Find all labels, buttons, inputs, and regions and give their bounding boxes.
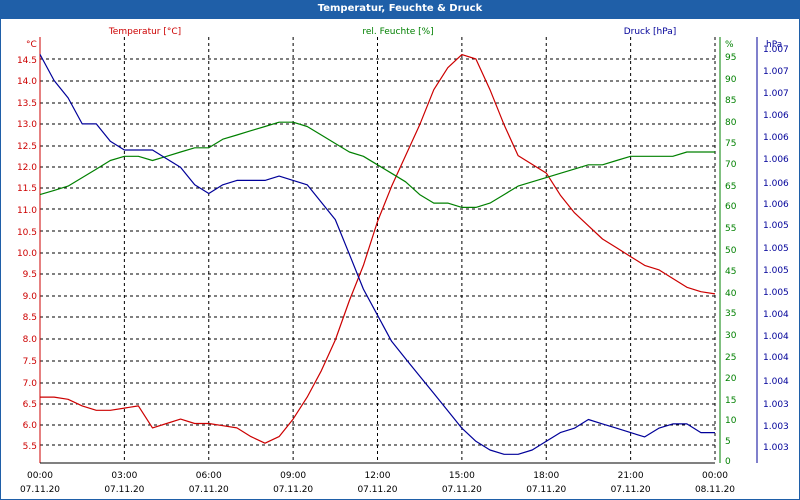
right-pressure-tick-label: 1.005 [763,244,789,254]
left-tick-label: 12.0 [17,163,37,173]
right-pressure-axis-unit: hPa [766,40,782,50]
series-line-right2 [39,54,715,455]
x-tick-date: 07.11.20 [273,485,313,495]
x-tick-time: 06:00 [196,471,222,481]
right-pressure-tick-label: 1.004 [763,310,789,320]
x-tick-date: 07.11.20 [611,485,651,495]
right-pressure-tick-label: 1.007 [763,45,789,55]
right-pressure-tick-label: 1.003 [763,400,789,410]
right-humidity-tick-label: 50 [725,246,737,256]
right-humidity-tick-label: 30 [725,331,737,341]
right-humidity-tick-label: 45 [725,267,736,277]
left-tick-label: 11.5 [17,184,37,194]
window-title: Temperatur, Feuchte & Druck [0,0,800,18]
left-tick-label: 7.0 [23,379,38,389]
right-humidity-tick-label: 95 [725,53,736,63]
right-pressure-tick-label: 1.007 [763,67,789,77]
right-humidity-tick-label: 55 [725,224,736,234]
right-pressure-tick-label: 1.005 [763,221,789,231]
right-pressure-tick-label: 1.003 [763,443,789,453]
x-tick-date: 07.11.20 [20,485,60,495]
x-tick-time: 21:00 [618,471,644,481]
x-tick-time: 00:00 [27,471,53,481]
right-humidity-tick-label: 80 [725,118,737,128]
left-tick-label: 9.5 [23,270,37,280]
right-humidity-tick-label: 0 [725,457,731,467]
left-tick-label: 9.0 [23,292,38,302]
left-tick-label: 6.0 [23,421,38,431]
left-tick-label: 6.5 [23,400,37,410]
x-tick-date: 07.11.20 [442,485,482,495]
right-humidity-tick-label: 90 [725,75,737,85]
axes [39,37,758,464]
right-humidity-tick-label: 40 [725,289,737,299]
x-tick-time: 00:00 [702,471,728,481]
right-pressure-tick-label: 1.006 [763,179,789,189]
right-pressure-tick-label: 1.005 [763,266,789,276]
right-pressure-tick-label: 1.005 [763,288,789,298]
right-humidity-tick-label: 60 [725,202,737,212]
right-pressure-tick-label: 1.006 [763,200,789,210]
x-tick-date: 07.11.20 [104,485,144,495]
pressure-axis-title: Druck [hPa] [624,27,677,37]
right-pressure-tick-label: 1.004 [763,377,789,387]
right-pressure-tick-label: 1.006 [763,111,789,121]
x-tick-time: 03:00 [111,471,137,481]
x-tick-time: 09:00 [280,471,306,481]
series-line-right1 [39,121,715,208]
series-lines [39,53,716,455]
left-tick-label: 10.5 [17,228,37,238]
x-tick-time: 12:00 [365,471,391,481]
right-pressure-tick-label: 1.006 [763,133,789,143]
axis-labels: 5.5 6.0 6.5 7.0 7.5 8.0 8.5 9.0 9.5 10.0 10.5 11.0 1… [17,27,789,495]
left-tick-label: 13.5 [17,99,37,109]
chart-frame [0,18,800,500]
right-humidity-tick-label: 85 [725,96,736,106]
right-humidity-tick-label: 65 [725,182,736,192]
right-humidity-tick-label: 15 [725,396,736,406]
right-humidity-tick-label: 10 [725,416,737,426]
right-pressure-tick-label: 1.006 [763,155,789,165]
x-tick-date: 07.11.20 [189,485,229,495]
right-humidity-tick-label: 20 [725,374,737,384]
x-tick-time: 18:00 [533,471,559,481]
series-line-left [40,53,716,444]
left-tick-label: 14.5 [17,56,37,66]
grid [39,37,716,464]
right-pressure-tick-label: 1.003 [763,422,789,432]
left-tick-label: 5.5 [23,442,37,452]
right-humidity-tick-label: 70 [725,160,737,170]
x-tick-time: 15:00 [449,471,475,481]
x-tick-date: 07.11.20 [526,485,566,495]
right-pressure-tick-label: 1.007 [763,89,789,99]
left-tick-label: 8.5 [23,313,37,323]
right-pressure-tick-label: 1.004 [763,332,789,342]
x-tick-date: 07.11.20 [357,485,397,495]
left-axis-unit: °C [26,40,37,50]
left-tick-label: 13.0 [17,120,37,130]
right-humidity-tick-label: 35 [725,309,736,319]
temperature-axis-title: Temperatur [°C] [108,27,181,37]
right-pressure-tick-label: 1.004 [763,353,789,363]
right-humidity-tick-label: 75 [725,139,736,149]
x-tick-date: 08.11.20 [695,485,735,495]
humidity-axis-title: rel. Feuchte [%] [362,27,433,37]
left-tick-label: 7.5 [23,357,37,367]
left-tick-label: 11.0 [17,206,37,216]
left-tick-label: 14.0 [17,77,37,87]
right-humidity-tick-label: 25 [725,353,736,363]
right-humidity-tick-label: % [725,40,734,50]
left-tick-label: 10.0 [17,249,37,259]
left-tick-label: 12.5 [17,142,37,152]
right-humidity-tick-label: 5 [725,437,731,447]
left-tick-label: 8.0 [23,335,38,345]
